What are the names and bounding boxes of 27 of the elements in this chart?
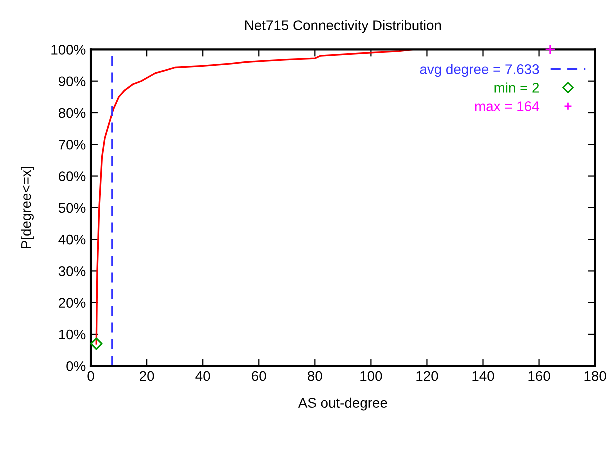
y-tick-label: 80% <box>58 108 86 118</box>
x-tick-label: 60 <box>252 371 266 382</box>
legend-label: max = 164 <box>475 102 540 112</box>
x-tick-label: 180 <box>584 371 606 382</box>
y-tick-label: 0% <box>66 361 86 372</box>
legend-label: min = 2 <box>494 82 540 93</box>
x-tick-label: 140 <box>472 371 494 382</box>
y-tick-label: 20% <box>59 298 86 308</box>
y-tick-label: 60% <box>59 172 86 182</box>
y-tick-label: 50% <box>58 203 86 214</box>
y-axis-title: P[degree<=x] <box>21 167 34 248</box>
x-tick-label: 100 <box>360 371 382 382</box>
y-tick-label: 70% <box>59 140 86 150</box>
x-axis-title: AS out-degree <box>298 398 388 411</box>
y-tick-label: 90% <box>59 76 86 87</box>
y-tick-label: 30% <box>58 266 86 276</box>
ref-line-label: avg degree = 7.633 <box>420 64 540 78</box>
y-tick-label: 100% <box>52 45 86 55</box>
x-tick-label: 120 <box>416 371 438 382</box>
x-tick-label: 0 <box>88 371 94 382</box>
x-tick-label: 80 <box>308 371 322 382</box>
y-tick-label: 40% <box>58 234 86 245</box>
x-tick-label: 160 <box>528 371 550 382</box>
x-tick-label: 40 <box>196 371 210 382</box>
y-tick-label: 10% <box>59 330 86 340</box>
chart-title: Net715 Connectivity Distribution <box>246 20 442 34</box>
x-tick-label: 20 <box>140 371 154 382</box>
